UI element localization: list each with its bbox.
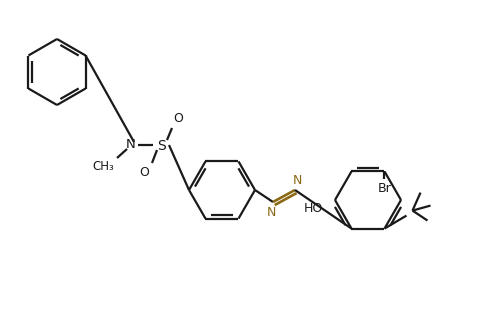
Text: O: O	[173, 113, 183, 125]
Text: S: S	[158, 139, 166, 153]
Text: Br: Br	[378, 182, 391, 195]
Text: HO: HO	[303, 202, 323, 214]
Text: O: O	[139, 166, 149, 179]
Text: N: N	[292, 173, 301, 186]
Text: CH₃: CH₃	[92, 160, 114, 172]
Text: N: N	[126, 138, 136, 152]
Text: N: N	[266, 206, 275, 218]
